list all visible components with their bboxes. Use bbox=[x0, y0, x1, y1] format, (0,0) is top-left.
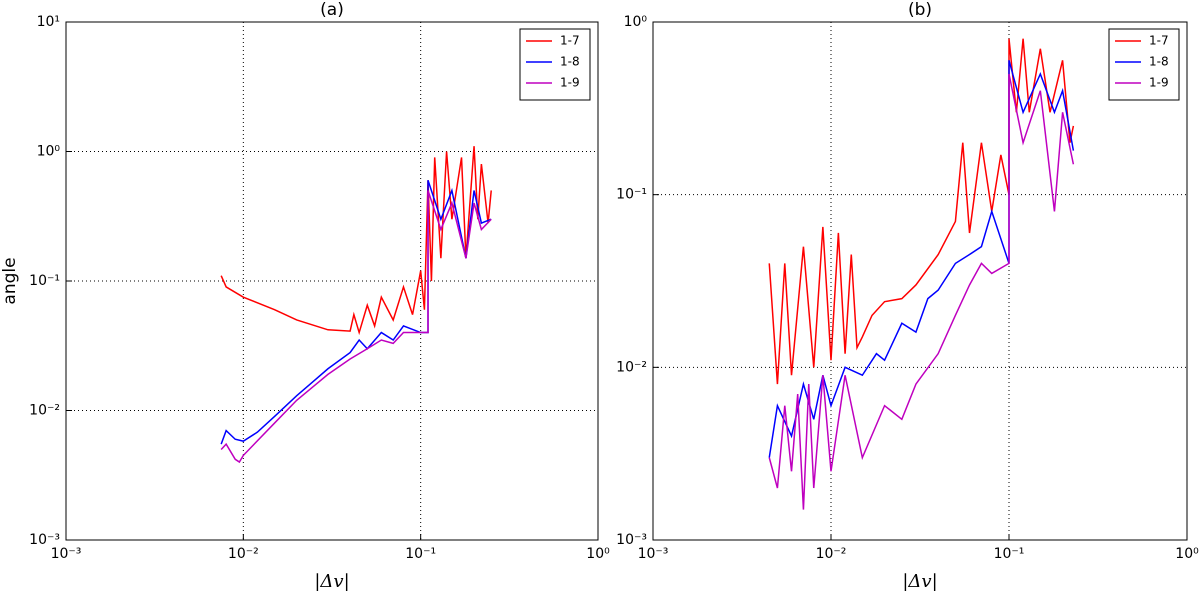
x-axis-label: |Δv| bbox=[902, 571, 937, 592]
y-tick-label: 10⁻³ bbox=[616, 532, 647, 548]
legend-label: 1-9 bbox=[560, 76, 580, 90]
chart-title: (b) bbox=[908, 0, 932, 20]
legend-label: 1-7 bbox=[1149, 34, 1169, 48]
x-tick-label: 10⁻¹ bbox=[405, 546, 436, 562]
x-tick-label: 10⁰ bbox=[586, 546, 610, 562]
series-line bbox=[220, 146, 492, 336]
y-tick-label: 10¹ bbox=[37, 14, 60, 30]
x-tick-label: 10⁰ bbox=[1175, 546, 1199, 562]
x-tick-label: 10⁻³ bbox=[51, 546, 82, 562]
x-axis-label: |Δv| bbox=[314, 571, 349, 592]
panel: 10⁻³ 10⁻² 10⁻¹ 10⁰ 10⁻³ 10⁻² 10⁻¹ 10⁰ 10¹ (a) |Δv|… bbox=[0, 0, 610, 592]
panel: 10⁻³ 10⁻² 10⁻¹ 10⁰ 10⁻³ 10⁻² 10⁻¹ 10⁰ (b) |Δv| 1-7… bbox=[616, 0, 1199, 592]
legend-label: 1-9 bbox=[1149, 76, 1169, 90]
x-tick-label: 10⁻¹ bbox=[994, 546, 1025, 562]
y-tick-label: 10⁰ bbox=[624, 14, 648, 30]
x-tick-label: 10⁻² bbox=[228, 546, 259, 562]
legend-label: 1-8 bbox=[560, 55, 580, 69]
x-tick-label: 10⁻³ bbox=[638, 546, 669, 562]
y-tick-label: 10⁻² bbox=[29, 403, 60, 419]
y-tick-label: 10⁻² bbox=[616, 359, 647, 375]
y-tick-label: 10⁻¹ bbox=[29, 273, 60, 289]
y-axis-label: angle bbox=[0, 257, 20, 304]
series-line bbox=[220, 190, 492, 464]
legend-label: 1-7 bbox=[560, 34, 580, 48]
x-tick-label: 10⁻² bbox=[816, 546, 847, 562]
plot-frame bbox=[652, 21, 1188, 541]
y-tick-label: 10⁻³ bbox=[29, 532, 60, 548]
series-line bbox=[768, 38, 1075, 385]
chart-title: (a) bbox=[320, 0, 344, 20]
plot-frame bbox=[65, 21, 599, 541]
legend-label: 1-8 bbox=[1149, 55, 1169, 69]
series-line bbox=[768, 60, 1075, 458]
y-tick-label: 10⁰ bbox=[37, 144, 61, 160]
y-tick-label: 10⁻¹ bbox=[616, 187, 647, 203]
series-line bbox=[768, 73, 1075, 510]
series-line bbox=[220, 179, 492, 445]
